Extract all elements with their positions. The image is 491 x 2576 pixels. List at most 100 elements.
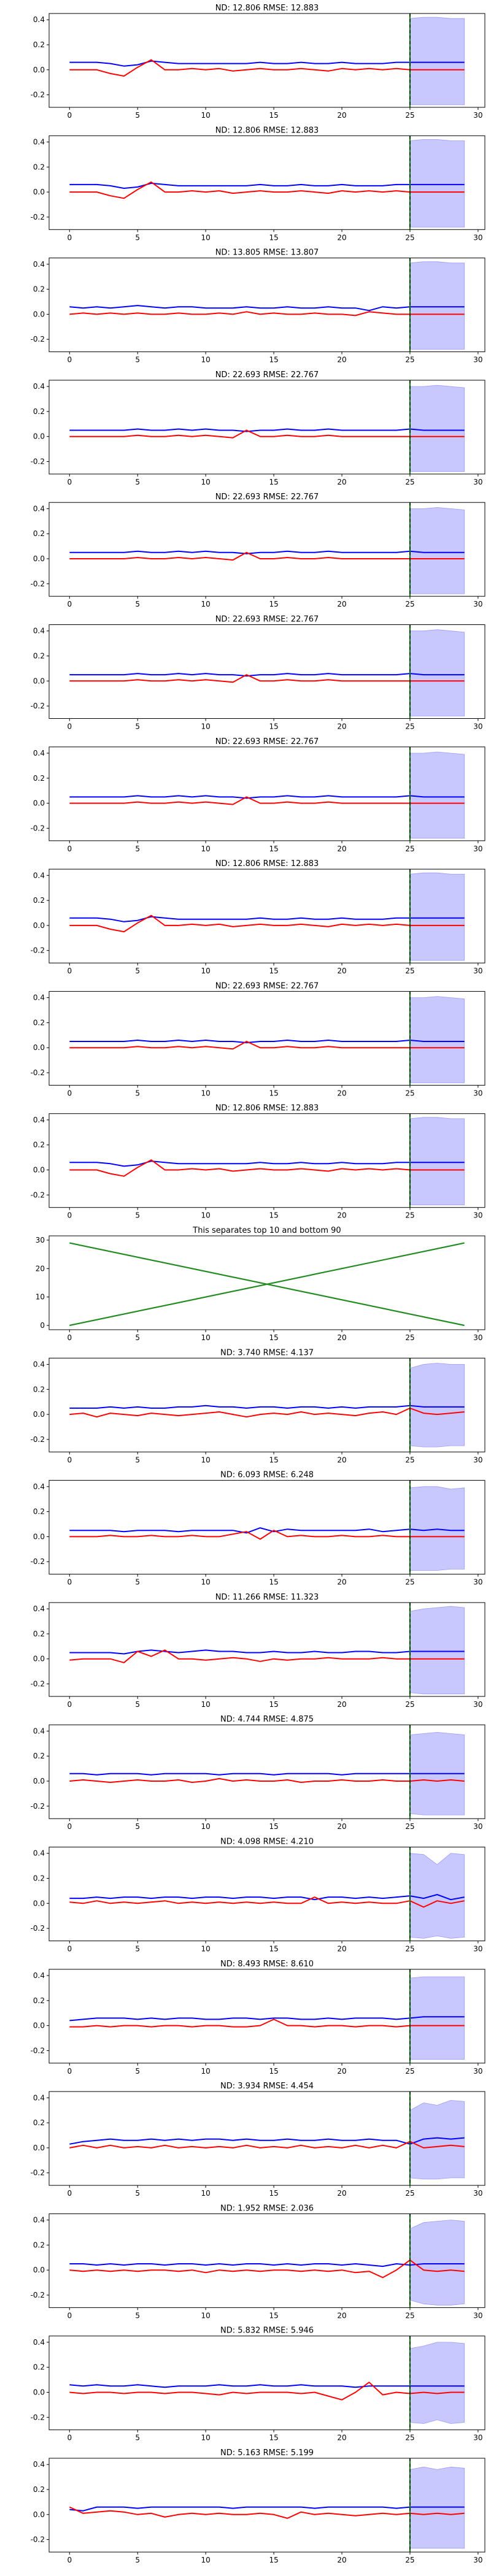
x-tick-label: 25 xyxy=(405,478,414,486)
y-tick-label: 0.2 xyxy=(33,2363,45,2372)
plot-frame xyxy=(48,1969,485,2064)
x-tick-label: 25 xyxy=(405,1578,414,1587)
x-tick-label: 0 xyxy=(67,2556,72,2564)
chart-title: ND: 4.744 RMSE: 4.875 xyxy=(220,1715,314,1724)
x-tick-label: 10 xyxy=(201,233,211,242)
plot-frame xyxy=(48,991,485,1086)
x-tick-label: 25 xyxy=(405,2311,414,2320)
blue-series-line xyxy=(69,1649,465,1655)
y-tick-label: 0.2 xyxy=(33,285,45,294)
x-tick-label: 25 xyxy=(405,1822,414,1831)
x-tick-label: 25 xyxy=(405,1211,414,1220)
x-tick-label: 0 xyxy=(67,2067,72,2076)
prediction-interval-band xyxy=(409,385,465,472)
x-tick-label: 20 xyxy=(337,478,346,486)
x-tick-label: 15 xyxy=(269,111,278,120)
prediction-interval-band xyxy=(409,1363,465,1447)
x-tick-label: 15 xyxy=(269,600,278,608)
chart-panel-5: ND: 22.693 RMSE: 22.767 0 5 10 15 20 25 30 -0.2 0… xyxy=(31,493,485,608)
y-tick-label: -0.2 xyxy=(31,91,45,99)
x-tick-label: 25 xyxy=(405,600,414,608)
x-tick-label: 10 xyxy=(201,845,211,853)
red-series-line xyxy=(69,429,465,439)
y-tick-label: 0.0 xyxy=(33,66,45,74)
x-tick-label: 25 xyxy=(405,2067,414,2076)
prediction-interval-band xyxy=(409,1853,465,1939)
x-tick-label: 0 xyxy=(67,967,72,975)
x-tick-label: 5 xyxy=(135,356,140,364)
y-tick-label: 0.2 xyxy=(33,163,45,171)
y-tick-label: 30 xyxy=(36,1236,45,1244)
red-series-line xyxy=(69,674,465,683)
plot-frame xyxy=(48,1480,485,1575)
x-tick-label: 25 xyxy=(405,1089,414,1097)
plot-frame xyxy=(48,380,485,475)
y-tick-label: -0.2 xyxy=(31,458,45,466)
y-tick-label: 0.2 xyxy=(33,2485,45,2494)
x-tick-label: 0 xyxy=(67,600,72,608)
plot-frame xyxy=(48,1357,485,1452)
y-tick-label: -0.2 xyxy=(31,1802,45,1811)
x-tick-label: 20 xyxy=(337,2067,346,2076)
red-series-line xyxy=(69,1777,465,1783)
x-tick-label: 10 xyxy=(201,723,211,731)
y-tick-label: 0.2 xyxy=(33,1141,45,1149)
y-tick-label: 0.0 xyxy=(33,1410,45,1419)
x-tick-label: 5 xyxy=(135,967,140,975)
x-tick-label: 0 xyxy=(67,233,72,242)
chart-panel-2: ND: 12.806 RMSE: 12.883 0 5 10 15 20 25 30 -0.2 0… xyxy=(31,126,485,242)
x-tick-label: 30 xyxy=(473,2311,482,2320)
x-tick-label: 15 xyxy=(269,967,278,975)
x-tick-label: 10 xyxy=(201,1089,211,1097)
chart-panel-14: ND: 11.266 RMSE: 11.323 0 5 10 15 20 25 30 -0.2 0… xyxy=(31,1593,485,1709)
x-tick-label: 0 xyxy=(67,1822,72,1831)
y-tick-label: 0.2 xyxy=(33,40,45,49)
x-tick-label: 20 xyxy=(337,2556,346,2564)
x-tick-label: 10 xyxy=(201,1455,211,1464)
x-tick-label: 10 xyxy=(201,2189,211,2198)
x-tick-label: 10 xyxy=(201,1211,211,1220)
y-tick-label: 0.2 xyxy=(33,652,45,661)
red-series-line xyxy=(69,2382,465,2401)
y-tick-label: 0.2 xyxy=(33,1996,45,2005)
x-tick-label: 20 xyxy=(337,2189,346,2198)
x-tick-label: 10 xyxy=(201,356,211,364)
x-tick-label: 0 xyxy=(67,2434,72,2442)
x-tick-label: 5 xyxy=(135,478,140,486)
chart-title: This separates top 10 and bottom 90 xyxy=(192,1226,341,1235)
chart-title: ND: 22.693 RMSE: 22.767 xyxy=(215,981,319,991)
x-tick-label: 30 xyxy=(473,233,482,242)
y-tick-label: 0.4 xyxy=(33,382,45,391)
x-tick-label: 5 xyxy=(135,2434,140,2442)
x-tick-label: 0 xyxy=(67,845,72,853)
x-tick-label: 0 xyxy=(67,2311,72,2320)
x-tick-label: 5 xyxy=(135,1578,140,1587)
red-series-line xyxy=(69,914,465,933)
x-tick-label: 0 xyxy=(67,1211,72,1220)
x-tick-label: 20 xyxy=(337,1945,346,1953)
chart-title: ND: 4.098 RMSE: 4.210 xyxy=(220,1838,314,1847)
y-tick-label: 0.2 xyxy=(33,774,45,783)
chart-title: ND: 12.806 RMSE: 12.883 xyxy=(215,859,319,868)
red-series-line xyxy=(69,1407,465,1418)
x-tick-label: 5 xyxy=(135,1089,140,1097)
y-tick-label: 0.4 xyxy=(33,15,45,24)
prediction-interval-band xyxy=(409,1976,465,2060)
y-tick-label: 0.4 xyxy=(33,994,45,1002)
y-tick-label: -0.2 xyxy=(31,2536,45,2544)
blue-series-line xyxy=(69,550,465,554)
x-tick-label: 20 xyxy=(337,1211,346,1220)
x-tick-label: 25 xyxy=(405,111,414,120)
x-tick-label: 20 xyxy=(337,1578,346,1587)
chart-title: ND: 13.805 RMSE: 13.807 xyxy=(215,248,319,258)
blue-series-line xyxy=(69,2384,465,2388)
prediction-interval-band xyxy=(409,139,465,228)
x-tick-label: 15 xyxy=(269,845,278,853)
y-tick-label: 10 xyxy=(36,1293,45,1301)
y-tick-label: 0.4 xyxy=(33,749,45,757)
y-tick-label: 0 xyxy=(40,1321,45,1330)
chart-title: ND: 22.693 RMSE: 22.767 xyxy=(215,493,319,502)
blue-series-line xyxy=(69,673,465,677)
x-tick-label: 10 xyxy=(201,2556,211,2564)
plot-frame xyxy=(48,2458,485,2553)
